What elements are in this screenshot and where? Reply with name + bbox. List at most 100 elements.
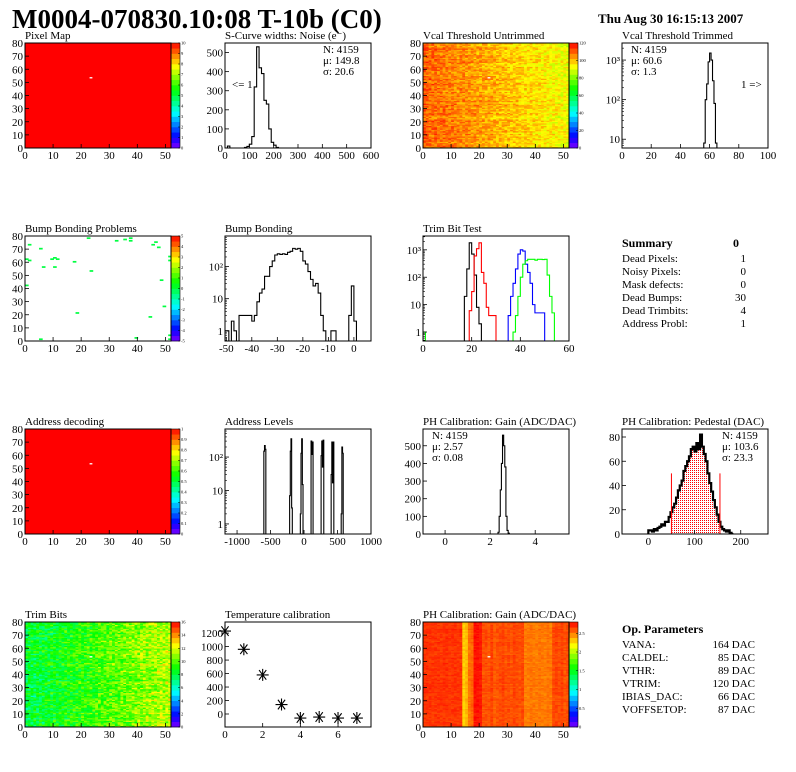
heatmap-cell — [543, 67, 547, 70]
palette-band — [171, 335, 180, 342]
heatmap-cell — [540, 69, 545, 71]
heatmap-cell — [521, 112, 525, 115]
heatmap-cell — [538, 99, 542, 102]
heatmap-cell — [25, 652, 29, 654]
heatmap-cell — [532, 124, 536, 126]
palette-band — [171, 471, 180, 477]
y-tick-label: 10 — [410, 130, 422, 142]
heatmap-cell — [476, 123, 480, 125]
heatmap-cell — [25, 623, 29, 625]
heatmap-cell — [538, 146, 542, 148]
heatmap-cell — [462, 146, 466, 148]
heatmap-cell — [445, 67, 449, 70]
heatmap-cell — [532, 104, 536, 107]
heatmap-cell — [512, 56, 516, 58]
heatmap-cell — [445, 69, 449, 71]
heatmap-cell — [524, 108, 528, 111]
heatmap-cell — [465, 106, 469, 108]
heatmap-cell — [437, 75, 441, 78]
heatmap-cell — [462, 73, 466, 75]
heatmap-cell — [532, 58, 536, 61]
heatmap-cell — [437, 45, 441, 48]
heatmap-cell — [501, 75, 505, 78]
plot-frame — [422, 428, 570, 535]
y-tick-label: 1 — [218, 519, 224, 531]
heatmap-cell — [453, 90, 457, 92]
heatmap-cell — [501, 133, 505, 136]
heatmap-cell — [467, 92, 472, 95]
heatmap-cell — [445, 120, 449, 123]
heatmap-cell — [89, 270, 94, 272]
heatmap-cell — [518, 49, 522, 52]
palette-tick-label: 0 — [181, 146, 184, 151]
heatmap-cell — [479, 71, 483, 74]
heatmap-cell — [538, 86, 542, 88]
heatmap-cell — [521, 111, 525, 113]
heatmap-cell — [448, 87, 452, 90]
heatmap-cell — [532, 141, 536, 144]
heatmap-cell — [445, 146, 449, 148]
heatmap-cell — [487, 87, 491, 90]
heatmap-cell — [25, 627, 29, 629]
heatmap-cell — [484, 137, 488, 140]
heatmap-cell — [445, 90, 449, 92]
heatmap-cell — [490, 96, 494, 99]
heatmap-cell — [521, 102, 525, 104]
heatmap-cell — [526, 136, 530, 138]
heatmap-cell — [487, 64, 491, 66]
heatmap-cell — [549, 145, 553, 147]
heatmap-cell — [27, 645, 31, 648]
heatmap-cell — [501, 87, 505, 90]
heatmap-cell — [467, 145, 472, 147]
heatmap-cell — [431, 99, 435, 102]
heatmap-cell — [431, 125, 435, 128]
heatmap-cell — [428, 140, 432, 142]
heatmap-cell — [507, 85, 511, 87]
heatmap-cell — [451, 43, 455, 45]
heatmap-cell — [532, 60, 536, 62]
heatmap-cell — [431, 95, 435, 98]
heatmap-cell — [423, 94, 427, 96]
heatmap-cell — [487, 113, 491, 116]
heatmap-cell — [465, 52, 469, 54]
palette-band — [569, 95, 578, 102]
heatmap-cell — [538, 103, 542, 105]
heatmap-cell — [507, 115, 511, 117]
palette-band — [569, 132, 578, 138]
heatmap-cell — [496, 102, 500, 104]
heatmap-cell — [470, 91, 474, 94]
heatmap-cell — [439, 45, 443, 48]
heatmap-cell — [442, 58, 446, 61]
x-tick-label: 30 — [104, 536, 116, 548]
heatmap-cell — [498, 86, 502, 88]
heatmap-cell — [25, 679, 29, 682]
heatmap-cell — [563, 71, 567, 74]
heatmap-cell — [434, 132, 438, 134]
heatmap-cell — [428, 146, 432, 148]
palette-band — [171, 85, 180, 91]
heatmap-cell — [431, 78, 435, 81]
heatmap-cell — [473, 44, 477, 46]
heatmap-cell — [552, 142, 556, 145]
heatmap-cell — [540, 46, 545, 49]
heatmap-cell — [521, 142, 525, 145]
heatmap-cell — [512, 123, 516, 125]
heatmap-cell — [504, 95, 508, 98]
heatmap-cell — [448, 54, 452, 57]
heatmap-cell — [437, 65, 441, 67]
heatmap-cell — [538, 64, 542, 66]
heatmap-cell — [526, 77, 530, 79]
heatmap-cell — [462, 119, 466, 121]
heatmap-cell — [490, 146, 494, 148]
heatmap-cell — [515, 132, 519, 134]
heatmap-cell — [456, 125, 460, 128]
heatmap-cell — [453, 54, 457, 57]
heatmap-cell — [459, 141, 463, 144]
heatmap-cell — [552, 116, 556, 119]
heatmap-cell — [448, 60, 452, 62]
heatmap-cell — [473, 133, 477, 136]
heatmap-cell — [490, 116, 494, 119]
palette-tick-label: 1 — [181, 135, 183, 140]
heatmap-cell — [529, 130, 533, 133]
